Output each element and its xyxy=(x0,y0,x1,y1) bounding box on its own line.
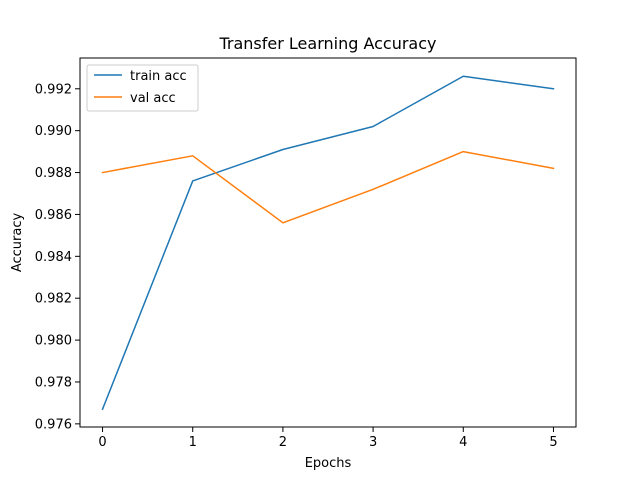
y-tick-label: 0.980 xyxy=(35,334,72,349)
series-line-val-acc xyxy=(101,150,555,224)
x-axis-title: Epochs xyxy=(305,456,352,471)
x-tick-label: 5 xyxy=(549,435,557,450)
y-tick-label: 0.978 xyxy=(35,375,72,390)
x-tick-label: 1 xyxy=(189,435,197,450)
legend-box xyxy=(86,64,199,112)
y-tick-label: 0.990 xyxy=(35,124,72,139)
y-tick-label: 0.992 xyxy=(35,82,72,97)
plot-area-frame xyxy=(79,57,577,428)
y-tick-label: 0.988 xyxy=(35,166,72,181)
x-tick-label: 3 xyxy=(369,435,377,450)
x-tick-label: 4 xyxy=(459,435,467,450)
x-axis-ticks: 0 1 2 3 4 5 xyxy=(98,427,558,450)
series-line-train-acc xyxy=(101,75,555,411)
y-axis-title: Accuracy xyxy=(10,213,25,273)
legend: train acc val acc xyxy=(86,64,199,112)
y-tick-label: 0.976 xyxy=(35,417,72,432)
series-lines xyxy=(101,75,555,411)
chart-title: Transfer Learning Accuracy xyxy=(218,34,436,53)
legend-label-val-acc: val acc xyxy=(130,91,176,106)
legend-label-train-acc: train acc xyxy=(130,69,187,84)
x-tick-label: 0 xyxy=(98,435,106,450)
y-tick-label: 0.982 xyxy=(35,292,72,307)
y-tick-label: 0.986 xyxy=(35,208,72,223)
y-axis-ticks: 0.976 0.978 0.980 0.982 0.984 0.986 0.988 0.990… xyxy=(35,82,80,432)
y-tick-label: 0.984 xyxy=(35,250,72,265)
x-tick-label: 2 xyxy=(279,435,287,450)
